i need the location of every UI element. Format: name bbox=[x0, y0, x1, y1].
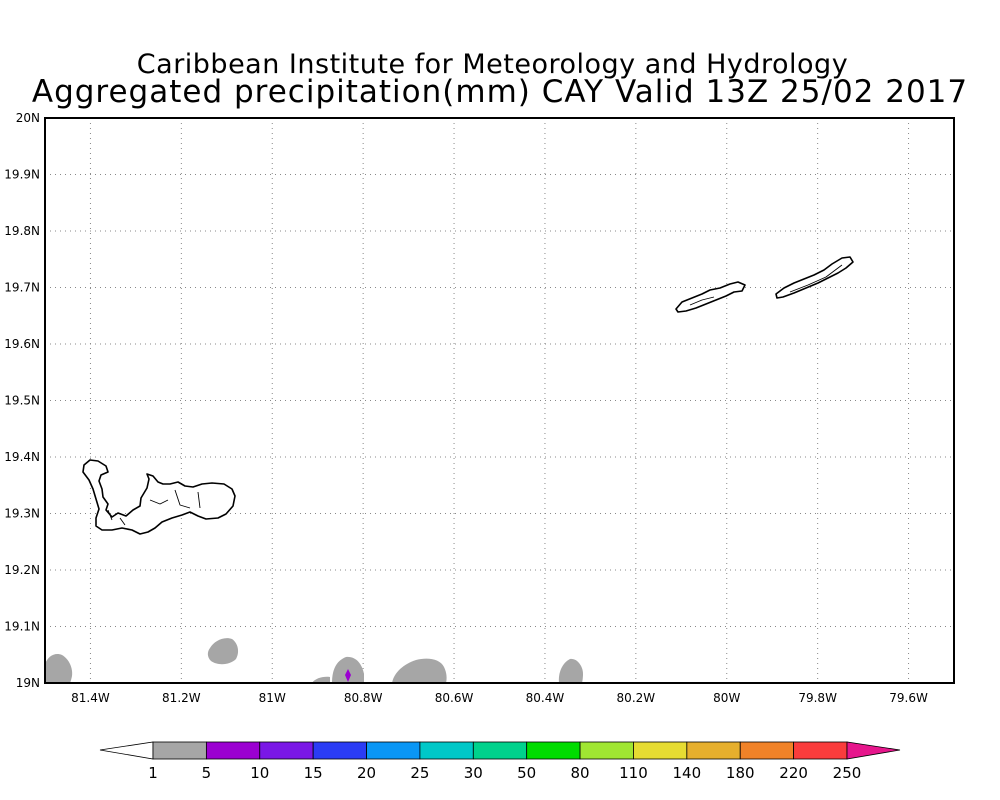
colorbar-bin bbox=[419, 741, 474, 760]
colorbar-bin bbox=[526, 741, 581, 760]
lon-tick-label: 80.4W bbox=[526, 691, 565, 705]
colorbar-label: 140 bbox=[673, 764, 702, 782]
lon-tick-label: 81.2W bbox=[162, 691, 201, 705]
colorbar-bin bbox=[152, 741, 207, 760]
island-grand-cayman bbox=[82, 459, 236, 535]
colorbar-label: 15 bbox=[304, 764, 323, 782]
map-frame bbox=[44, 117, 955, 684]
map-gridlines bbox=[45, 118, 954, 683]
chart-title-line1: Caribbean Institute for Meteorology and … bbox=[136, 49, 849, 80]
lat-tick-label: 19.6N bbox=[4, 337, 40, 351]
island-little-cayman bbox=[675, 281, 746, 313]
precip-patch bbox=[207, 638, 239, 665]
colorbar-bin bbox=[793, 741, 848, 760]
island-outlines bbox=[82, 256, 854, 535]
lat-tick-label: 19.8N bbox=[4, 224, 40, 238]
colorbar-bin bbox=[579, 741, 634, 760]
longitude-tick-labels: 81.4W 81.2W 81W 80.8W 80.6W 80.4W 80.2W 80W 79.8… bbox=[71, 691, 928, 705]
lat-tick-label: 19.5N bbox=[4, 394, 40, 408]
colorbar-label: 250 bbox=[833, 764, 862, 782]
lon-tick-label: 79.8W bbox=[798, 691, 837, 705]
colorbar-bins bbox=[152, 741, 848, 760]
colorbar-label: 30 bbox=[464, 764, 483, 782]
precip-patch bbox=[558, 658, 583, 683]
lat-tick-label: 19.4N bbox=[4, 450, 40, 464]
colorbar-bin bbox=[312, 741, 367, 760]
precip-patch bbox=[312, 676, 330, 683]
colorbar-bin bbox=[205, 741, 261, 760]
colorbar: 1 5 10 15 20 25 30 50 80 110 140 180 220 250 bbox=[99, 741, 901, 782]
colorbar-bin bbox=[259, 741, 314, 760]
colorbar-over-triangle bbox=[846, 741, 901, 760]
colorbar-bin bbox=[472, 741, 528, 760]
lon-tick-label: 80W bbox=[713, 691, 740, 705]
map-plot-area bbox=[45, 118, 954, 683]
colorbar-label: 180 bbox=[726, 764, 755, 782]
colorbar-label: 80 bbox=[571, 764, 590, 782]
colorbar-label: 10 bbox=[250, 764, 269, 782]
lon-tick-label: 81.4W bbox=[71, 691, 110, 705]
chart-title-line2: Aggregated precipitation(mm) CAY Valid 1… bbox=[31, 74, 969, 110]
lat-tick-label: 19.2N bbox=[4, 563, 40, 577]
colorbar-bin bbox=[633, 741, 688, 760]
island-cayman-brac bbox=[775, 256, 854, 299]
latitude-tick-labels: 20N 19.9N 19.8N 19.7N 19.6N 19.5N 19.4N 19.3N 19… bbox=[4, 111, 40, 690]
precip-patch bbox=[392, 658, 447, 683]
precip-patch-purple bbox=[345, 669, 351, 682]
colorbar-label: 1 bbox=[148, 764, 158, 782]
lat-tick-label: 19.3N bbox=[4, 507, 40, 521]
lon-tick-label: 79.6W bbox=[889, 691, 928, 705]
lon-tick-label: 80.6W bbox=[435, 691, 474, 705]
colorbar-under-triangle bbox=[99, 741, 154, 760]
colorbar-bin bbox=[366, 741, 421, 760]
colorbar-bin bbox=[686, 741, 741, 760]
lon-tick-label: 80.8W bbox=[344, 691, 383, 705]
lat-tick-label: 19N bbox=[16, 676, 40, 690]
precip-layer bbox=[45, 638, 583, 683]
lat-tick-label: 19.9N bbox=[4, 168, 40, 182]
lat-tick-label: 20N bbox=[16, 111, 40, 125]
lon-tick-label: 81W bbox=[259, 691, 286, 705]
colorbar-labels: 1 5 10 15 20 25 30 50 80 110 140 180 220 250 bbox=[148, 764, 861, 782]
lat-tick-label: 19.7N bbox=[4, 281, 40, 295]
lon-tick-label: 80.2W bbox=[617, 691, 656, 705]
colorbar-bin bbox=[739, 741, 795, 760]
colorbar-label: 20 bbox=[357, 764, 376, 782]
lat-tick-label: 19.1N bbox=[4, 620, 40, 634]
colorbar-label: 110 bbox=[619, 764, 648, 782]
colorbar-label: 50 bbox=[517, 764, 536, 782]
precip-patch bbox=[45, 654, 73, 683]
colorbar-label: 5 bbox=[202, 764, 212, 782]
colorbar-label: 220 bbox=[779, 764, 808, 782]
colorbar-label: 25 bbox=[410, 764, 429, 782]
